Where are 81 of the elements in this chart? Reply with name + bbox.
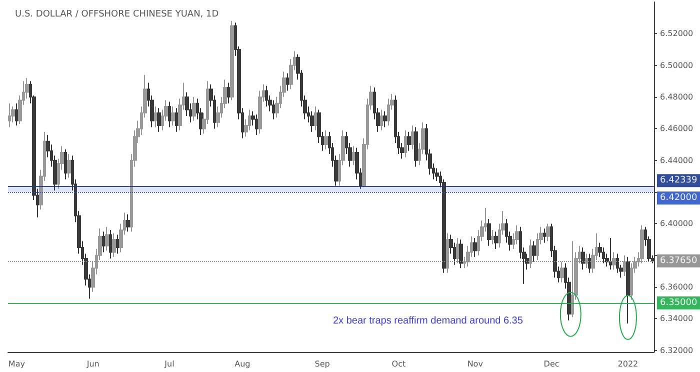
x-tick-label: Jun xyxy=(86,360,100,368)
candlestick xyxy=(546,223,550,242)
candlestick xyxy=(411,125,414,150)
candlestick xyxy=(626,256,630,324)
y-tick-label: 6.34000 xyxy=(660,314,694,324)
candlestick xyxy=(487,218,491,246)
candlestick xyxy=(11,106,15,123)
candlestick xyxy=(67,154,71,178)
candlestick xyxy=(230,20,234,101)
x-tick-label: 2022 xyxy=(618,360,638,368)
y-tick-label: 6.36000 xyxy=(660,282,694,292)
y-tick-label: 6.52000 xyxy=(660,29,694,38)
candlestick xyxy=(623,254,626,276)
candlestick xyxy=(380,109,383,131)
x-tick-label: Oct xyxy=(392,360,406,368)
candlestick xyxy=(491,230,494,245)
candlestick xyxy=(102,231,105,253)
x-tick-label: May xyxy=(8,360,26,368)
y-tick-label: 6.48000 xyxy=(660,92,694,102)
x-tick-label: Sep xyxy=(314,360,330,368)
candlestick xyxy=(175,108,178,132)
ref-line-label: 6.37650 xyxy=(660,256,698,266)
candlestick xyxy=(404,130,407,158)
candlestick xyxy=(324,130,328,150)
candlestick xyxy=(515,224,519,245)
ref-line-label: 6.35000 xyxy=(660,298,698,308)
candlestick xyxy=(571,240,574,318)
candlestick xyxy=(154,106,157,128)
x-tick-label: Nov xyxy=(467,360,484,368)
candlestick xyxy=(168,101,171,128)
x-tick-label: Dec xyxy=(544,360,560,368)
candlestick xyxy=(310,110,314,132)
candlestick xyxy=(414,126,418,168)
candlestick xyxy=(105,226,109,252)
candlestick xyxy=(616,253,619,274)
candlestick xyxy=(272,100,275,120)
candlestick xyxy=(446,232,449,274)
candlestick xyxy=(560,261,564,283)
annotation: 2x bear traps reaffirm demand around 6.35 xyxy=(333,316,524,326)
candlestick xyxy=(585,253,588,269)
candlestick xyxy=(640,224,644,264)
candlestick xyxy=(612,252,616,270)
x-tick-label: Jul xyxy=(164,360,174,368)
candlestick xyxy=(255,114,258,136)
candlestick xyxy=(532,240,536,262)
candlestick xyxy=(286,72,289,92)
candlestick xyxy=(609,237,612,270)
candlestick xyxy=(352,146,355,166)
y-tick-label: 6.32000 xyxy=(660,346,694,355)
y-tick-label: 6.40000 xyxy=(660,219,694,228)
candlestick xyxy=(387,98,390,126)
candlestick xyxy=(112,232,116,258)
candlestick xyxy=(459,239,463,269)
candlestick xyxy=(581,246,585,270)
candlestick xyxy=(157,108,161,132)
candlestick xyxy=(126,214,130,232)
candlestick xyxy=(8,102,11,128)
candlestick xyxy=(529,239,532,269)
y-tick-label: 6.46000 xyxy=(660,124,694,134)
candlestick xyxy=(227,82,230,104)
candlestick xyxy=(473,237,477,258)
candlestick xyxy=(116,234,119,254)
y-tick-label: 6.44000 xyxy=(660,156,694,165)
candlestick xyxy=(543,228,546,244)
ref-line-label: 6.42000 xyxy=(660,193,698,204)
y-tick-label: 6.50000 xyxy=(660,60,694,70)
candlestick xyxy=(383,110,387,128)
text: U.S. DOLLAR / OFFSHORE CHINESE YUAN, 1D xyxy=(15,10,219,20)
candlestick xyxy=(109,230,112,260)
candlestick xyxy=(494,231,498,250)
candlestick xyxy=(602,246,605,264)
candlestick xyxy=(407,131,411,152)
candlestick xyxy=(588,253,591,274)
candlestick xyxy=(265,85,268,108)
x-tick-label: Aug xyxy=(234,360,250,368)
candlestick xyxy=(314,106,317,131)
candlestick xyxy=(15,102,18,126)
ref-line-label: 6.42339 xyxy=(660,176,698,186)
candlestick xyxy=(192,96,196,122)
candlestick xyxy=(64,148,67,180)
candlestick xyxy=(171,106,175,126)
